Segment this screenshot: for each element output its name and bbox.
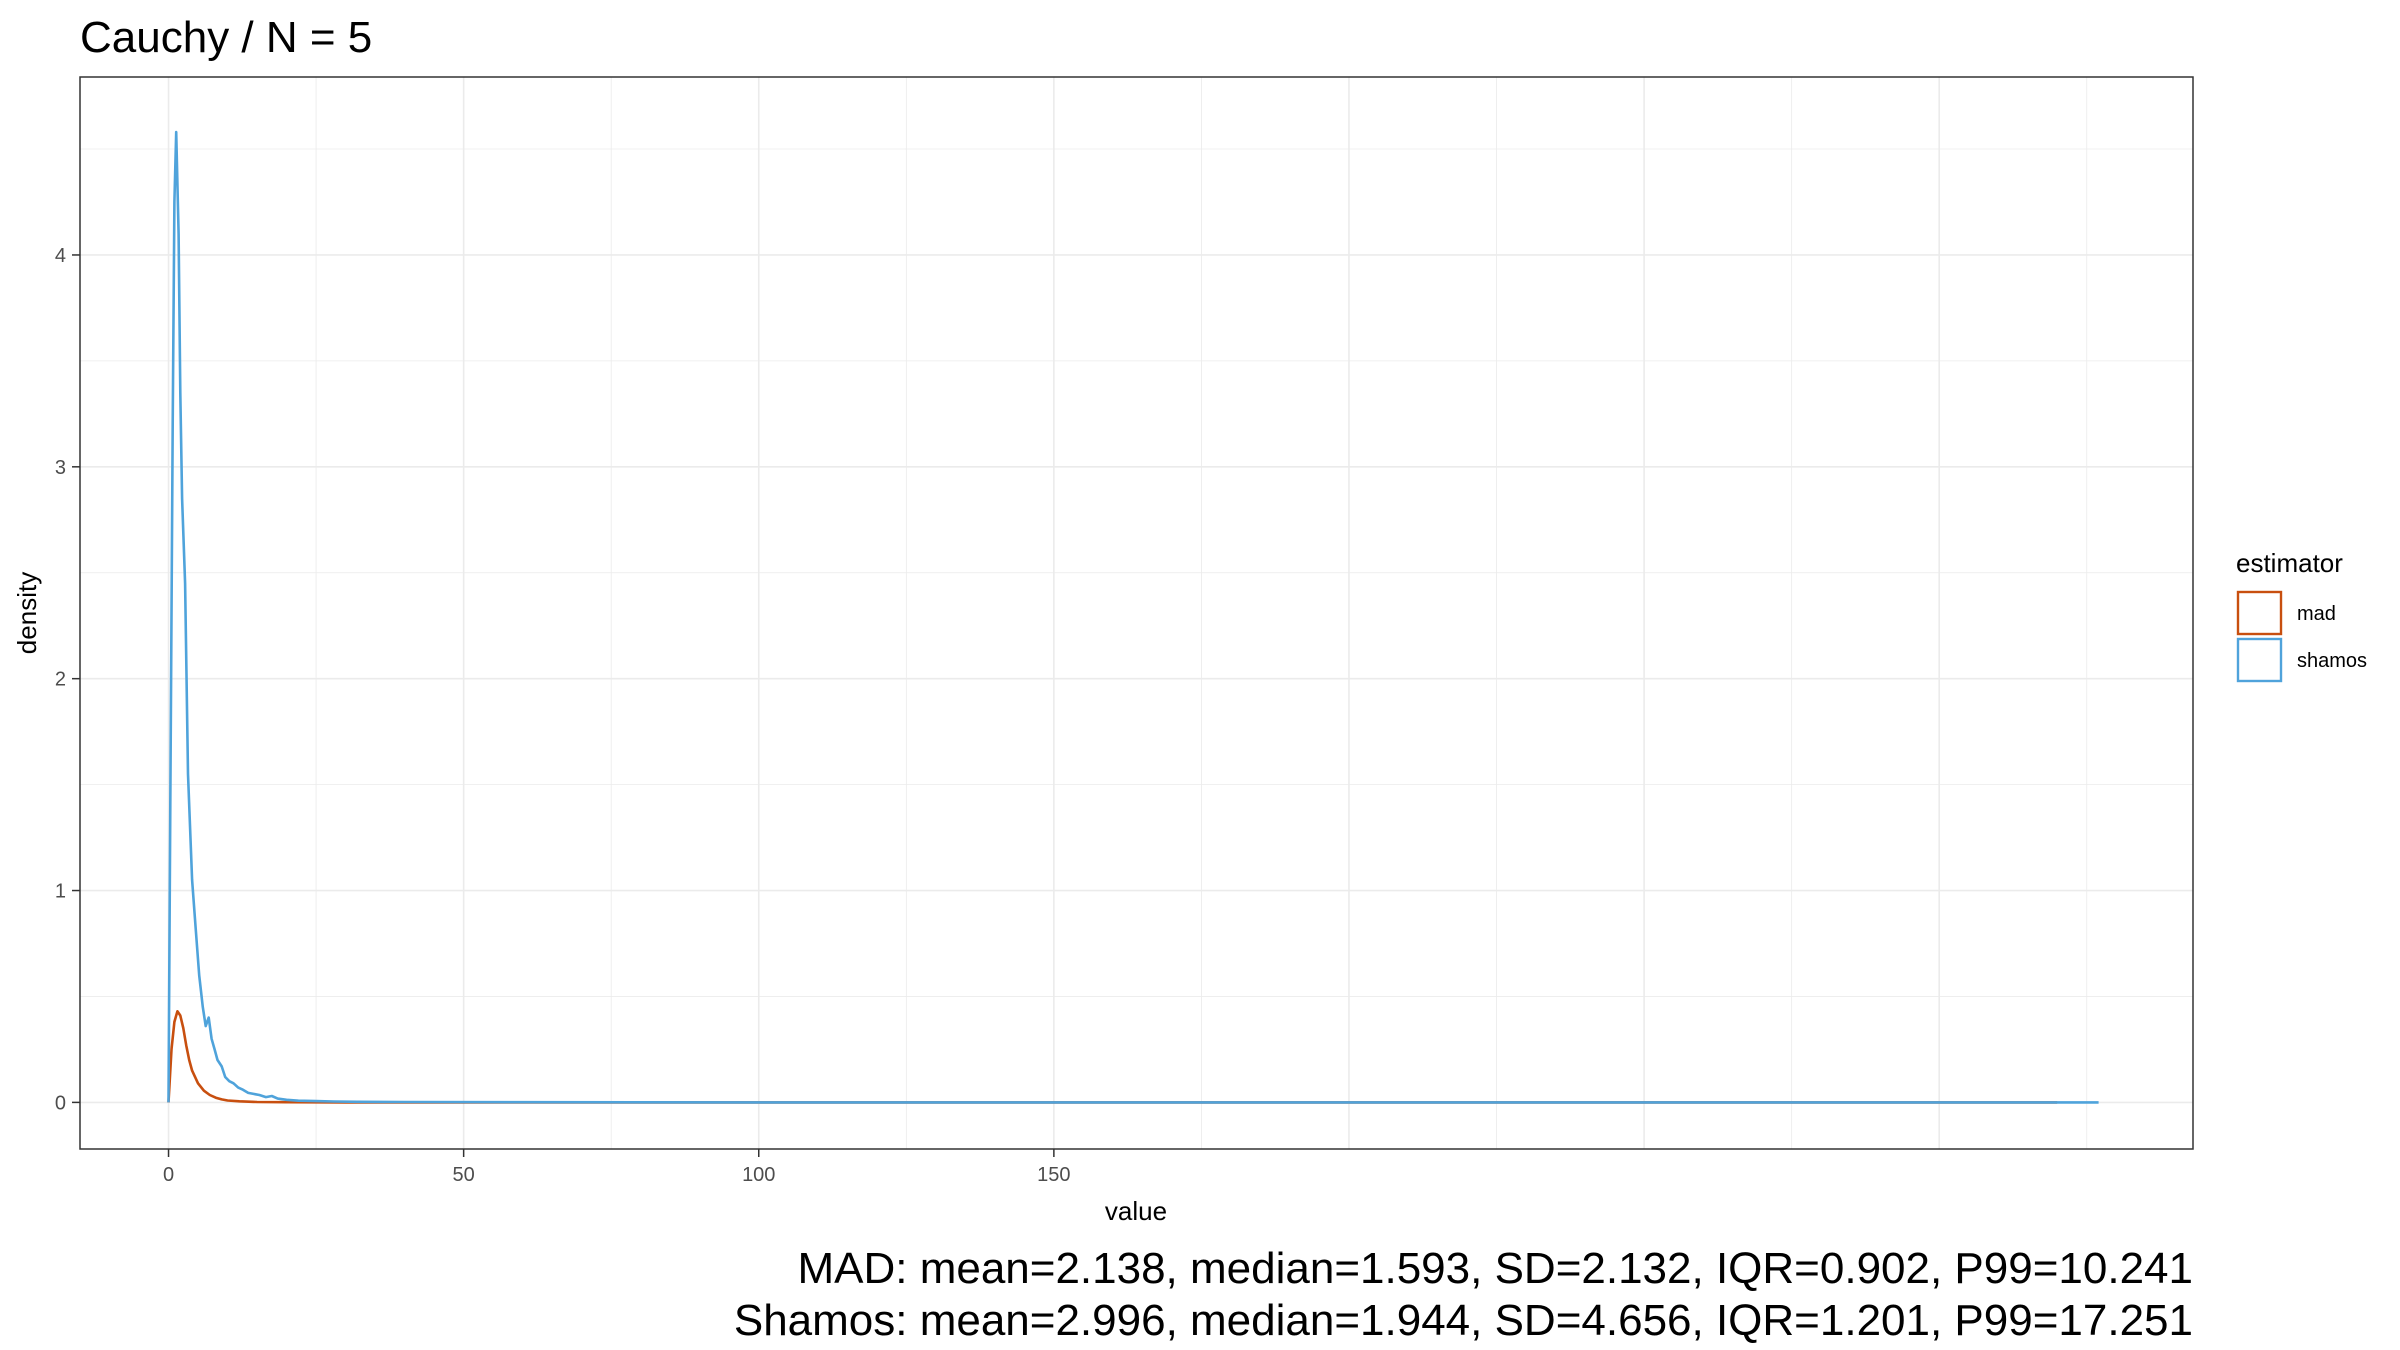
x-axis-title: value	[1105, 1196, 1167, 1226]
x-axis: 0 50 100 150	[163, 1149, 1071, 1186]
legend-title: estimator	[2236, 548, 2343, 578]
legend-key-mad	[2236, 590, 2283, 636]
legend-label-shamos: shamos	[2297, 650, 2367, 672]
caption-mad: MAD: mean=2.138, median=1.593, SD=2.132,…	[797, 1244, 2193, 1293]
series-line-mad	[167, 1010, 2058, 1104]
legend: estimator mad shamos	[2236, 548, 2367, 683]
chart-title: Cauchy / N = 5	[80, 13, 372, 62]
y-tick-label: 1	[55, 881, 66, 903]
y-tick-label: 4	[55, 245, 66, 267]
caption-shamos: Shamos: mean=2.996, median=1.944, SD=4.6…	[734, 1296, 2193, 1345]
series-line-shamos	[167, 130, 2099, 1104]
y-tick-label: 2	[55, 669, 66, 691]
x-tick-label: 0	[163, 1164, 174, 1186]
legend-label-mad: mad	[2297, 603, 2336, 625]
x-tick-label: 150	[1037, 1164, 1070, 1186]
x-tick-label: 50	[453, 1164, 475, 1186]
plot-border	[79, 76, 2194, 1150]
x-tick-label: 100	[742, 1164, 775, 1186]
y-axis-title: density	[12, 572, 42, 654]
y-tick-label: 3	[55, 457, 66, 479]
grid	[80, 77, 2193, 1149]
y-axis: 0 1 2 3 4	[55, 245, 80, 1114]
y-tick-label: 0	[55, 1092, 66, 1114]
series-lines	[167, 130, 2099, 1104]
legend-key-shamos	[2236, 637, 2283, 683]
